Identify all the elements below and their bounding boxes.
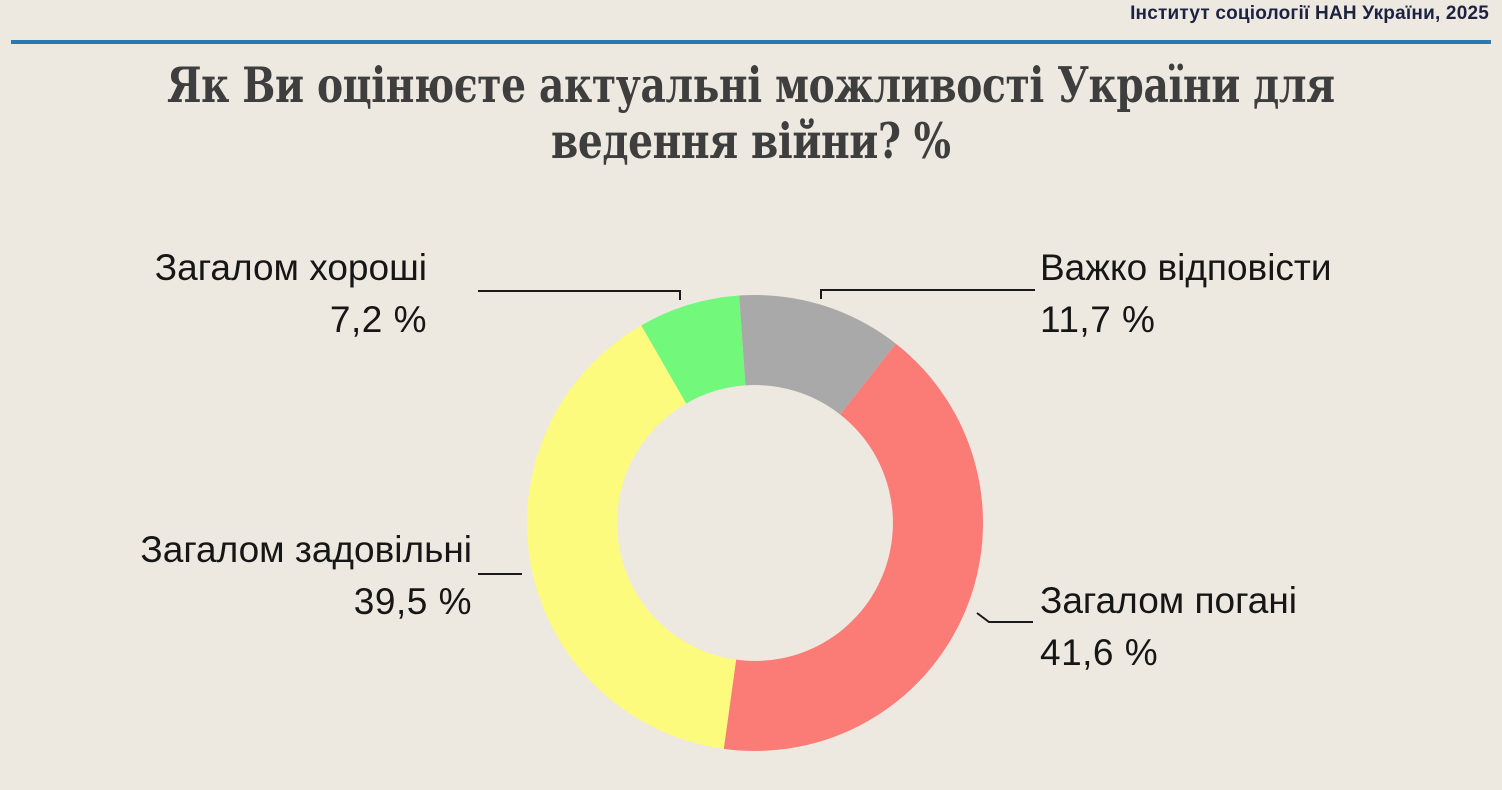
leader-lines <box>478 289 1035 623</box>
callout-satisfactory-value: 39,5 % <box>353 581 472 622</box>
donut-slice-2 <box>527 325 737 749</box>
callout-hard-label: Важко відповісти <box>1040 247 1332 288</box>
donut-slice-0 <box>739 295 896 415</box>
callout-satisfactory: Загалом задовільні 39,5 % <box>140 524 472 628</box>
callout-satisfactory-label: Загалом задовільні <box>140 529 472 570</box>
source-attribution: Інститут соціології НАН України, 2025 <box>1130 3 1489 24</box>
donut-slice-1 <box>723 343 984 752</box>
leader-line-good <box>478 290 681 300</box>
callout-good: Загалом хороші 7,2 % <box>155 242 427 346</box>
chart-title: Як Ви оцінюєте актуальні можливості Укра… <box>0 56 1502 170</box>
callout-good-label: Загалом хороші <box>154 247 427 288</box>
chart-title-line2: ведення війни? % <box>551 111 951 170</box>
callout-good-value: 7,2 % <box>329 299 427 340</box>
callout-hard-value: 11,7 % <box>1040 299 1156 340</box>
donut-slice-3 <box>641 295 746 404</box>
callout-bad: Загалом погані 41,6 % <box>1040 575 1297 679</box>
leader-line-hard <box>820 289 1035 299</box>
leader-line-bad <box>976 612 1033 623</box>
donut-slices <box>527 295 984 752</box>
chart-title-line1: Як Ви оцінюєте актуальні можливості Укра… <box>167 56 1335 114</box>
callout-bad-label: Загалом погані <box>1040 580 1298 621</box>
callout-bad-value: 41,6 % <box>1040 632 1159 673</box>
callout-hard: Важко відповісти 11,7 % <box>1040 242 1332 346</box>
header-rule <box>11 40 1491 44</box>
